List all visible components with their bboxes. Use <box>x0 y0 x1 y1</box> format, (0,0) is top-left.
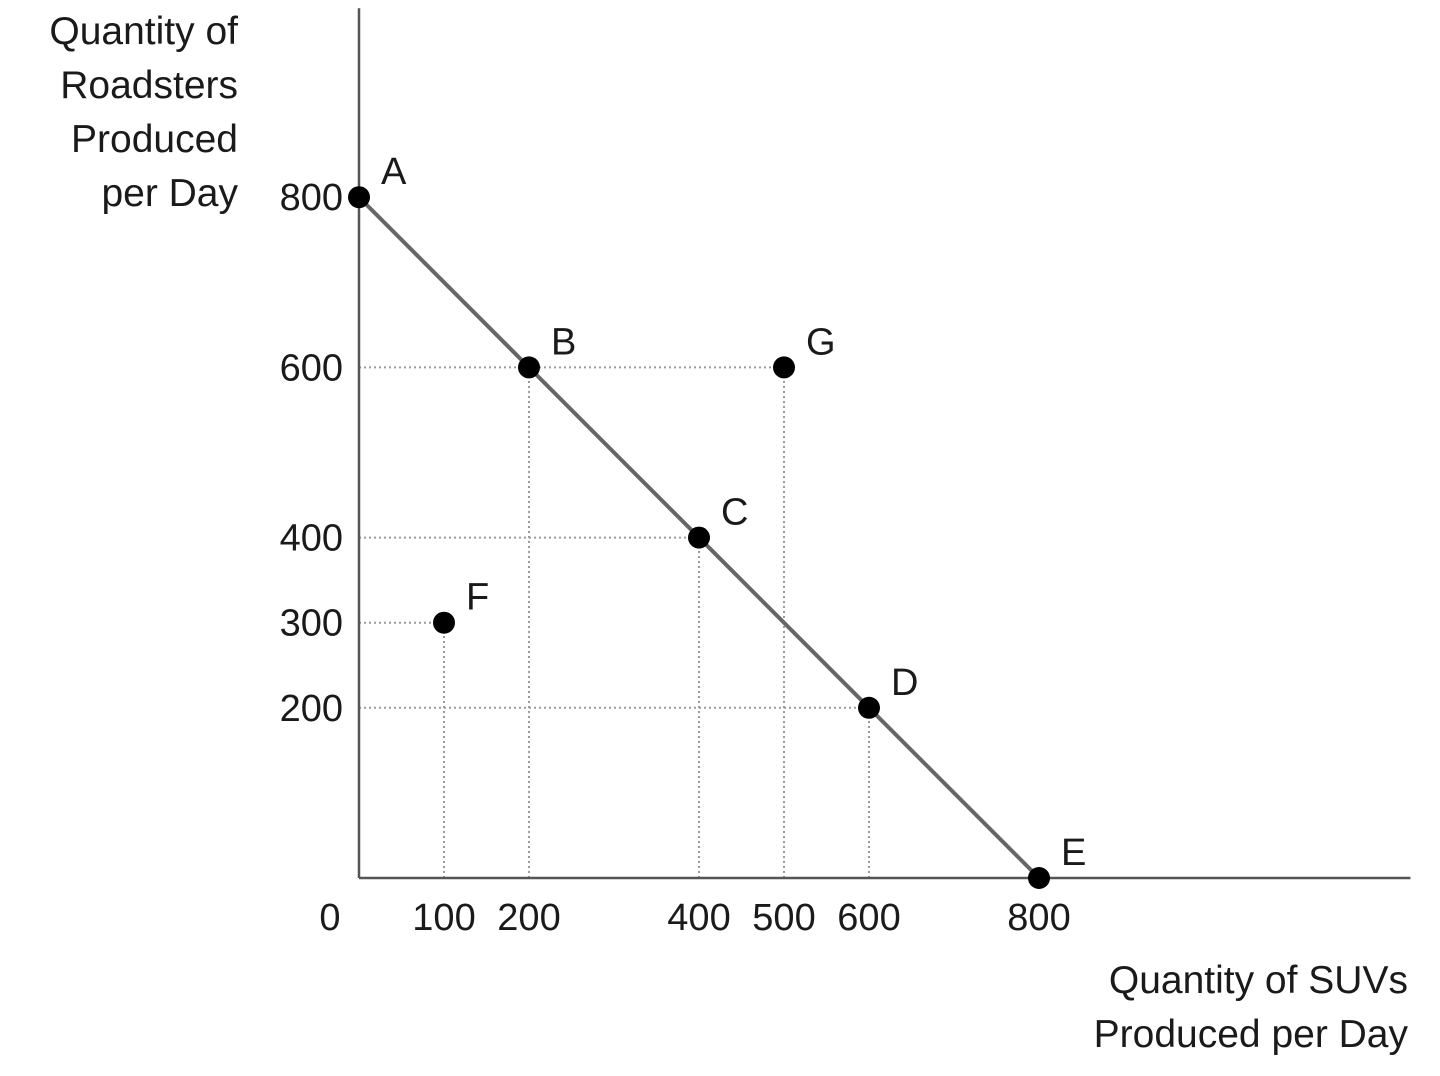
point-label-a: A <box>381 151 407 193</box>
data-points: A B C D E F G <box>348 151 1086 889</box>
x-tick-label: 400 <box>667 897 730 939</box>
point-b <box>518 356 540 379</box>
point-c <box>688 526 710 549</box>
point-label-b: B <box>551 321 576 363</box>
x-tick-label: 200 <box>497 897 560 939</box>
axes <box>357 8 1411 880</box>
point-label-c: C <box>721 492 748 534</box>
point-f <box>433 611 455 634</box>
y-tick-label: 600 <box>280 347 343 389</box>
x-axis-title-line: Produced per Day <box>1094 1013 1409 1056</box>
x-tick-label: 800 <box>1007 897 1070 939</box>
y-tick-label: 300 <box>280 603 343 645</box>
point-label-f: F <box>466 577 489 619</box>
point-e <box>1028 867 1050 889</box>
y-axis-title-line: per Day <box>101 172 238 215</box>
point-label-d: D <box>891 662 918 704</box>
axis-titles: Quantity of Roadsters Produced per Day Quant… <box>49 10 1408 1056</box>
x-tick-label: 600 <box>837 897 900 939</box>
y-tick-label: 400 <box>280 518 343 560</box>
y-axis-title-line: Produced <box>71 118 238 161</box>
point-label-e: E <box>1061 832 1086 874</box>
y-tick-label: 200 <box>280 688 343 730</box>
y-axis-title-line: Quantity of <box>49 10 238 53</box>
x-axis-title-line: Quantity of SUVs <box>1109 959 1408 1002</box>
point-label-g: G <box>806 321 836 363</box>
origin-label: 0 <box>319 897 340 939</box>
point-d <box>858 696 880 719</box>
tick-labels: 100 200 400 500 600 800 200 300 400 600 800 0 <box>280 177 1071 939</box>
x-tick-label: 500 <box>752 897 815 939</box>
point-g <box>773 356 795 379</box>
y-axis-title-line: Roadsters <box>60 64 238 107</box>
x-tick-label: 100 <box>412 897 475 939</box>
point-a <box>348 186 370 209</box>
y-tick-label: 800 <box>280 177 343 219</box>
